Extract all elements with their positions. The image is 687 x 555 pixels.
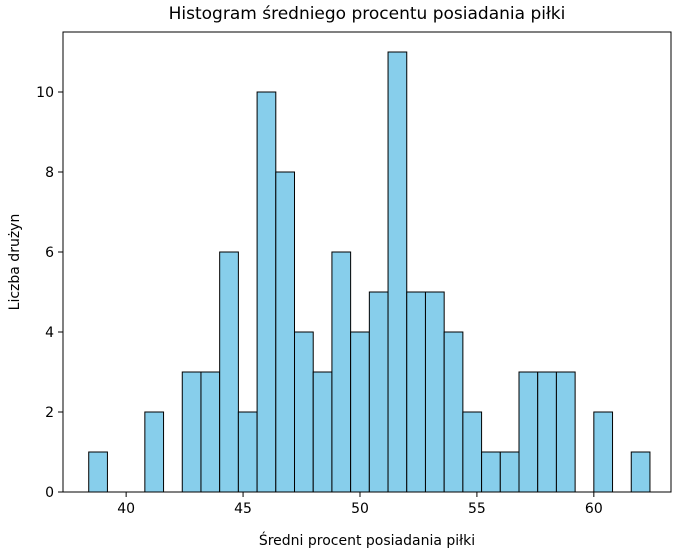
- histogram-bar: [350, 331, 370, 493]
- histogram-bar: [406, 291, 426, 493]
- histogram-bar: [368, 291, 389, 493]
- histogram-bar: [144, 411, 165, 493]
- histogram-bar: [387, 51, 408, 493]
- histogram-bar: [424, 291, 445, 493]
- y-tick-label: 8: [45, 165, 54, 181]
- x-tick-label: 45: [234, 501, 252, 517]
- histogram-bar: [518, 371, 539, 493]
- y-tick-label: 4: [45, 325, 54, 341]
- x-tick-label: 60: [585, 501, 603, 517]
- bars-group: [88, 51, 651, 493]
- histogram-bar: [630, 451, 651, 493]
- x-tick-label: 50: [351, 501, 369, 517]
- histogram-bar: [555, 371, 576, 493]
- histogram-bar: [237, 411, 258, 493]
- histogram-bar: [294, 331, 314, 493]
- histogram-bar: [462, 411, 483, 493]
- histogram-bar: [275, 171, 296, 493]
- histogram-bar: [481, 451, 501, 493]
- y-axis-ticks: 0 2 4 6 8 10: [36, 85, 63, 501]
- histogram-bar: [499, 451, 520, 493]
- histogram-bar: [219, 251, 239, 493]
- histogram-bar: [331, 251, 352, 493]
- histogram-bar: [200, 371, 221, 493]
- histogram-bar: [593, 411, 614, 493]
- x-axis-label: Średni procent posiadania piłki: [259, 531, 475, 549]
- y-axis-label: Liczba drużyn: [7, 214, 23, 311]
- x-tick-label: 40: [117, 501, 135, 517]
- histogram-bar: [181, 371, 202, 493]
- histogram-bar: [256, 91, 277, 493]
- plot-frame: [62, 31, 672, 493]
- x-axis-ticks: 40 45 50 55 60: [117, 492, 603, 517]
- x-tick-label: 55: [468, 501, 486, 517]
- chart-title: Histogram średniego procentu posiadania …: [169, 4, 566, 24]
- histogram-bar: [443, 331, 464, 493]
- y-tick-label: 6: [45, 245, 54, 261]
- histogram-bar: [312, 371, 333, 493]
- y-tick-label: 2: [45, 405, 54, 421]
- y-tick-label: 10: [36, 85, 54, 101]
- y-tick-label: 0: [45, 485, 54, 501]
- histogram-bar: [88, 451, 108, 493]
- histogram-bar: [537, 371, 557, 493]
